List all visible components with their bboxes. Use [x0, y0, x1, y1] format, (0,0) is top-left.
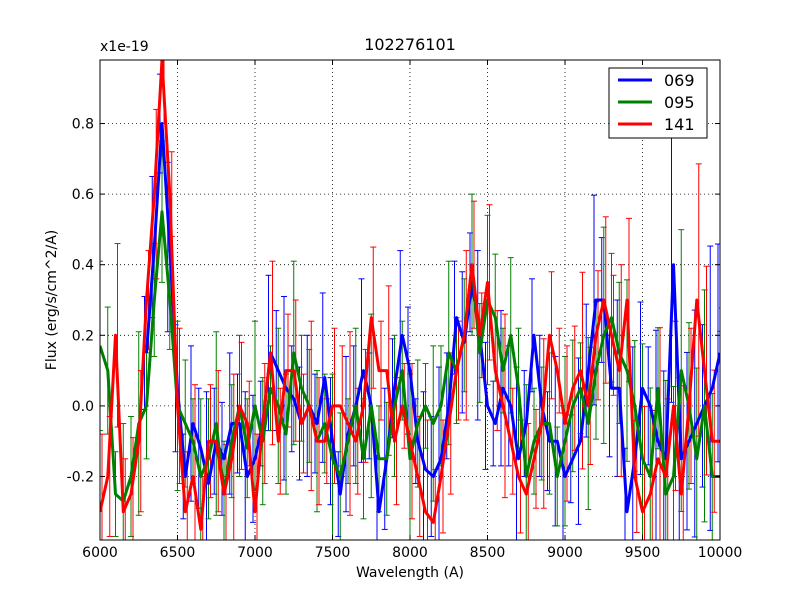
- series-line-095: [100, 210, 720, 503]
- legend-label-095: 095: [664, 93, 695, 112]
- y-tick-label: 0.2: [72, 328, 94, 344]
- x-tick-label: 8500: [470, 545, 506, 561]
- x-tick-label: 8000: [392, 545, 428, 561]
- series-group: [100, 60, 720, 531]
- x-tick-label: 6500: [160, 545, 196, 561]
- y-axis-label: Flux (erg/s/cm^2/A): [44, 230, 60, 370]
- x-tick-label: 6000: [82, 545, 118, 561]
- x-tick-label: 10000: [698, 545, 743, 561]
- y-tick-label: 0.4: [72, 258, 94, 274]
- y-tick-label: 0.8: [72, 117, 94, 133]
- y-tick-label: -0.2: [67, 469, 94, 485]
- series-line-069: [145, 122, 720, 514]
- x-tick-label: 7000: [237, 545, 273, 561]
- x-axis-label: Wavelength (A): [356, 565, 464, 581]
- x-tick-label: 9000: [547, 545, 583, 561]
- chart-title: 102276101: [364, 35, 456, 54]
- y-tick-label: 0.6: [72, 187, 94, 203]
- legend: 069 095 141: [608, 67, 708, 139]
- x-tick-label: 7500: [315, 545, 351, 561]
- y-tick-label: 0.0: [72, 399, 94, 415]
- legend-label-069: 069: [664, 71, 695, 90]
- legend-label-141: 141: [664, 115, 695, 134]
- y-axis-ticks: -0.2 0.0 0.2 0.4 0.6 0.8: [67, 117, 720, 485]
- series-line-141: [100, 60, 720, 531]
- x-axis-ticks: 6000 6500 7000 7500 8000 8500 9000 9500 10000: [82, 60, 742, 561]
- x-tick-label: 9500: [625, 545, 661, 561]
- y-scale-label: x1e-19: [100, 39, 149, 55]
